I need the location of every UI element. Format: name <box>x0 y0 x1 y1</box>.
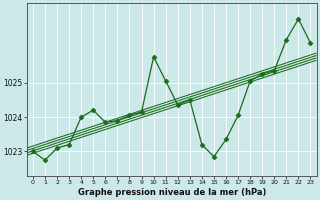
X-axis label: Graphe pression niveau de la mer (hPa): Graphe pression niveau de la mer (hPa) <box>77 188 266 197</box>
